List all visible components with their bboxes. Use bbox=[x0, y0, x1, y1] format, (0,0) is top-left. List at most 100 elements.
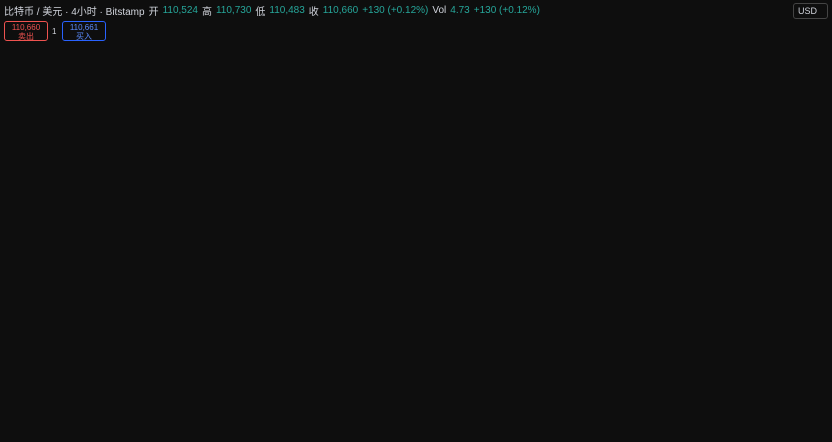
histogram-bar bbox=[421, 294, 427, 298]
histogram-bar bbox=[5, 298, 11, 299]
sell-label: 卖出 bbox=[18, 32, 34, 41]
legend-part: -136 bbox=[96, 260, 113, 269]
sell-price: 110,660 bbox=[11, 23, 41, 32]
price-label-box bbox=[789, 299, 829, 311]
candle-body bbox=[99, 137, 109, 143]
candle-body bbox=[435, 38, 445, 41]
candle-body bbox=[675, 127, 685, 151]
buy-price: 110,661 bbox=[69, 23, 99, 32]
histogram-bar bbox=[53, 298, 59, 299]
price-label-box bbox=[789, 226, 829, 238]
signal-line bbox=[7, 267, 761, 318]
dot bbox=[378, 354, 406, 360]
candle-body bbox=[627, 172, 637, 185]
signal-dots bbox=[120, 354, 568, 413]
histogram-bar bbox=[581, 296, 587, 298]
histogram-bar bbox=[37, 298, 43, 300]
brand-icon bbox=[6, 406, 24, 416]
histogram-bar bbox=[533, 293, 539, 298]
price-label: 110 bbox=[813, 353, 826, 362]
candle-body bbox=[131, 123, 141, 131]
candle-body bbox=[195, 110, 205, 113]
histogram-bar bbox=[517, 298, 523, 299]
legend-part: 162 bbox=[79, 260, 93, 269]
candle-body bbox=[211, 104, 221, 111]
histogram-bar bbox=[165, 297, 171, 298]
price-label-box bbox=[789, 161, 829, 182]
buy-label: 买入 bbox=[76, 32, 92, 41]
histogram-bar bbox=[277, 298, 283, 304]
histogram-bar bbox=[117, 296, 123, 298]
histogram-bar bbox=[453, 298, 459, 303]
candle-body bbox=[499, 130, 509, 159]
price-label-box bbox=[789, 381, 829, 393]
histogram-bar bbox=[149, 298, 155, 299]
histogram-bar bbox=[709, 298, 715, 308]
histogram-bar bbox=[565, 298, 571, 300]
price-label: -136 bbox=[810, 300, 827, 309]
price-label-sub: 03:43:53 bbox=[795, 171, 827, 180]
candle-body bbox=[51, 151, 61, 158]
histogram-bar bbox=[725, 298, 731, 310]
price-tag: 最高价 bbox=[762, 19, 786, 29]
buy-button[interactable]: 110,661 买入 bbox=[62, 21, 106, 41]
candle-body bbox=[563, 163, 573, 205]
candle-body bbox=[115, 130, 125, 138]
ohlc-value: 110,660 bbox=[322, 5, 359, 16]
histogram-bar bbox=[309, 298, 315, 300]
sentiment-line bbox=[7, 361, 761, 406]
zones: 超卖 | 超买 bbox=[766, 404, 805, 414]
histogram-bar bbox=[661, 293, 667, 298]
candle-body bbox=[339, 150, 349, 176]
watermark-site: bitpush.news bbox=[706, 404, 805, 423]
histogram-bar bbox=[741, 296, 747, 298]
bird-logo bbox=[647, 377, 697, 407]
legend-part: 43 bbox=[76, 346, 85, 355]
histogram-bar bbox=[693, 296, 699, 298]
dot bbox=[435, 354, 441, 360]
indicator-legend: MACD 12 26 close 162 -136 -298 bbox=[8, 260, 133, 269]
histogram-bar bbox=[373, 287, 379, 298]
candle-body bbox=[403, 55, 413, 76]
coin bbox=[683, 377, 697, 391]
candle-body bbox=[643, 160, 653, 185]
candle-body bbox=[723, 160, 733, 200]
legend-part: 0 bbox=[88, 346, 93, 355]
histogram-bar bbox=[325, 294, 331, 298]
candle-body bbox=[243, 114, 253, 123]
momentum: 动量值: 42.97 bbox=[766, 394, 815, 404]
sell-button[interactable]: 110,660 卖出 bbox=[4, 21, 48, 41]
histogram-bar bbox=[341, 290, 347, 298]
histogram-bar bbox=[501, 298, 507, 320]
indicator-legend: 情绪量化_F 84 21 43 0 0 bbox=[4, 345, 102, 355]
price-label: -10 bbox=[814, 406, 826, 415]
candle-body bbox=[531, 124, 541, 148]
vol-change: +130 (+0.12%) bbox=[473, 5, 540, 16]
candle-body bbox=[35, 157, 45, 164]
bird-body bbox=[647, 385, 679, 407]
candle-body bbox=[691, 127, 701, 135]
price-label-box bbox=[789, 405, 829, 417]
histogram-bar bbox=[101, 297, 107, 298]
price-label: 43 bbox=[817, 383, 826, 392]
histogram-bar bbox=[549, 293, 555, 298]
price-label: -298 bbox=[810, 309, 827, 318]
dot bbox=[217, 354, 225, 360]
histogram-bar bbox=[597, 292, 603, 298]
currency-select[interactable]: USD bbox=[792, 3, 828, 19]
candle-body bbox=[259, 122, 269, 128]
histogram-bar bbox=[405, 290, 411, 298]
histogram-bar bbox=[389, 287, 395, 298]
dot bbox=[417, 354, 423, 360]
candle-body bbox=[707, 134, 717, 161]
candle-body bbox=[3, 174, 13, 180]
vol: 4.73 bbox=[450, 5, 470, 16]
vol-key: Vol bbox=[432, 5, 447, 16]
symbol[interactable]: 比特币 / 美元 · 4小时 · Bitstamp bbox=[4, 7, 145, 18]
candle-body bbox=[355, 127, 365, 151]
price-label-box bbox=[789, 308, 829, 320]
histogram-bar bbox=[757, 289, 763, 298]
quantity[interactable]: 1 bbox=[52, 27, 57, 36]
